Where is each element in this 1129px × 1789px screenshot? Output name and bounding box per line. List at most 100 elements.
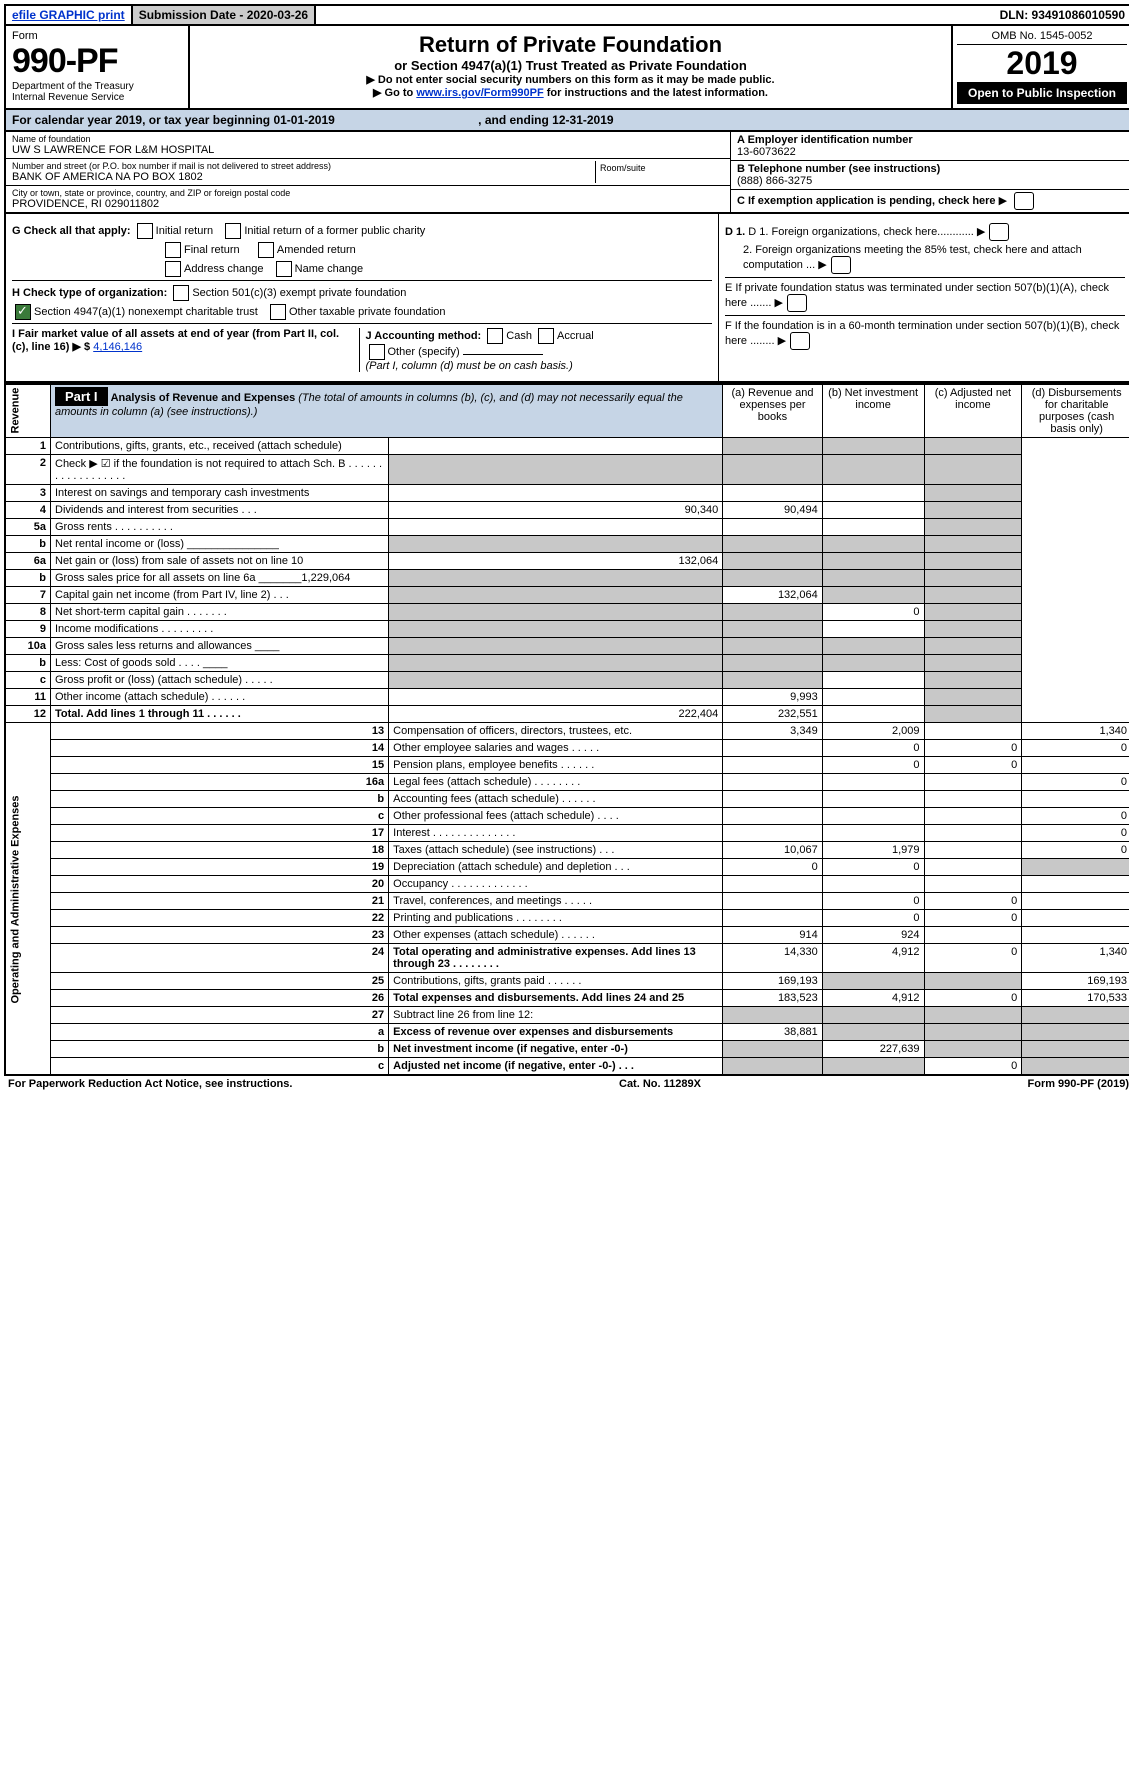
- tax-year: 2019: [957, 45, 1127, 82]
- 4947-checkbox[interactable]: [15, 304, 31, 320]
- value-cell: 132,064: [723, 587, 822, 604]
- page-footer: For Paperwork Reduction Act Notice, see …: [4, 1076, 1129, 1092]
- exemption-pending-checkbox[interactable]: [1014, 192, 1034, 210]
- value-cell: [723, 638, 822, 655]
- line-number: 5a: [5, 519, 51, 536]
- value-cell: [924, 455, 1022, 485]
- 501c3-checkbox[interactable]: [173, 285, 189, 301]
- line-description: Contributions, gifts, grants paid . . . …: [389, 973, 723, 990]
- value-cell: 0: [822, 859, 924, 876]
- value-cell: [822, 808, 924, 825]
- d1-checkbox[interactable]: [989, 223, 1009, 241]
- value-cell: [723, 1041, 822, 1058]
- d2-text: 2. Foreign organizations meeting the 85%…: [743, 244, 1082, 271]
- value-cell: [1022, 876, 1129, 893]
- line-description: Contributions, gifts, grants, etc., rece…: [51, 438, 389, 455]
- value-cell: [924, 859, 1022, 876]
- line-number: 11: [5, 689, 51, 706]
- value-cell: [1022, 893, 1129, 910]
- value-cell: 3,349: [723, 723, 822, 740]
- line-description: Excess of revenue over expenses and disb…: [389, 1024, 723, 1041]
- line-description: Net investment income (if negative, ente…: [389, 1041, 723, 1058]
- value-cell: [924, 689, 1022, 706]
- other-method-checkbox[interactable]: [369, 344, 385, 360]
- final-return-checkbox[interactable]: [165, 242, 181, 258]
- cash-checkbox[interactable]: [487, 328, 503, 344]
- name-change-checkbox[interactable]: [276, 261, 292, 277]
- table-row: 11Other income (attach schedule) . . . .…: [5, 689, 1129, 706]
- table-row: 20Occupancy . . . . . . . . . . . . .: [5, 876, 1129, 893]
- value-cell: [723, 519, 822, 536]
- value-cell: [822, 672, 924, 689]
- table-row: bLess: Cost of goods sold . . . . ____: [5, 655, 1129, 672]
- table-row: 6aNet gain or (loss) from sale of assets…: [5, 553, 1129, 570]
- line-description: Other income (attach schedule) . . . . .…: [51, 689, 389, 706]
- line-number: 14: [51, 740, 389, 757]
- initial-return-checkbox[interactable]: [137, 223, 153, 239]
- value-cell: [389, 485, 723, 502]
- name-label: Name of foundation: [12, 134, 724, 144]
- table-row: bGross sales price for all assets on lin…: [5, 570, 1129, 587]
- table-row: 1Contributions, gifts, grants, etc., rec…: [5, 438, 1129, 455]
- ein-value: 13-6073622: [737, 146, 1125, 158]
- city-label: City or town, state or province, country…: [12, 188, 724, 198]
- value-cell: [924, 791, 1022, 808]
- line-number: 20: [51, 876, 389, 893]
- value-cell: [924, 502, 1022, 519]
- line-description: Subtract line 26 from line 12:: [389, 1007, 723, 1024]
- d2-checkbox[interactable]: [831, 256, 851, 274]
- accrual-checkbox[interactable]: [538, 328, 554, 344]
- line-description: Pension plans, employee benefits . . . .…: [389, 757, 723, 774]
- line-description: Accounting fees (attach schedule) . . . …: [389, 791, 723, 808]
- table-row: bAccounting fees (attach schedule) . . .…: [5, 791, 1129, 808]
- value-cell: [723, 893, 822, 910]
- value-cell: [822, 485, 924, 502]
- value-cell: [924, 774, 1022, 791]
- value-cell: 0: [924, 910, 1022, 927]
- value-cell: [723, 1058, 822, 1076]
- e-checkbox[interactable]: [787, 294, 807, 312]
- value-cell: [822, 706, 924, 723]
- other-taxable-checkbox[interactable]: [270, 304, 286, 320]
- value-cell: 132,064: [389, 553, 723, 570]
- value-cell: [822, 638, 924, 655]
- value-cell: [822, 1058, 924, 1076]
- j-note: (Part I, column (d) must be on cash basi…: [366, 360, 573, 372]
- line-description: Gross rents . . . . . . . . . .: [51, 519, 389, 536]
- line-number: 7: [5, 587, 51, 604]
- line-number: 2: [5, 455, 51, 485]
- value-cell: [924, 973, 1022, 990]
- table-row: 4Dividends and interest from securities …: [5, 502, 1129, 519]
- table-row: 27Subtract line 26 from line 12:: [5, 1007, 1129, 1024]
- line-number: 24: [51, 944, 389, 973]
- value-cell: [924, 604, 1022, 621]
- table-row: aExcess of revenue over expenses and dis…: [5, 1024, 1129, 1041]
- phone-label: B Telephone number (see instructions): [737, 163, 1125, 175]
- table-row: Operating and Administrative Expenses13C…: [5, 723, 1129, 740]
- line-description: Other expenses (attach schedule) . . . .…: [389, 927, 723, 944]
- value-cell: 90,494: [723, 502, 822, 519]
- value-cell: [924, 706, 1022, 723]
- value-cell: [723, 1007, 822, 1024]
- h-label: H Check type of organization:: [12, 287, 167, 299]
- irs-link[interactable]: www.irs.gov/Form990PF: [416, 87, 543, 99]
- fmv-value[interactable]: 4,146,146: [93, 341, 142, 353]
- f-checkbox[interactable]: [790, 332, 810, 350]
- line-number: 22: [51, 910, 389, 927]
- value-cell: [822, 655, 924, 672]
- f-text: F If the foundation is in a 60-month ter…: [725, 320, 1119, 347]
- value-cell: 0: [822, 910, 924, 927]
- value-cell: [924, 621, 1022, 638]
- efile-link[interactable]: efile GRAPHIC print: [6, 6, 133, 24]
- value-cell: 14,330: [723, 944, 822, 973]
- value-cell: 0: [1022, 825, 1129, 842]
- line-number: 17: [51, 825, 389, 842]
- line-number: b: [5, 536, 51, 553]
- initial-return-pc-checkbox[interactable]: [225, 223, 241, 239]
- address-change-checkbox[interactable]: [165, 261, 181, 277]
- value-cell: [924, 570, 1022, 587]
- amended-return-checkbox[interactable]: [258, 242, 274, 258]
- table-row: cGross profit or (loss) (attach schedule…: [5, 672, 1129, 689]
- value-cell: 232,551: [723, 706, 822, 723]
- street-address: BANK OF AMERICA NA PO BOX 1802: [12, 171, 595, 183]
